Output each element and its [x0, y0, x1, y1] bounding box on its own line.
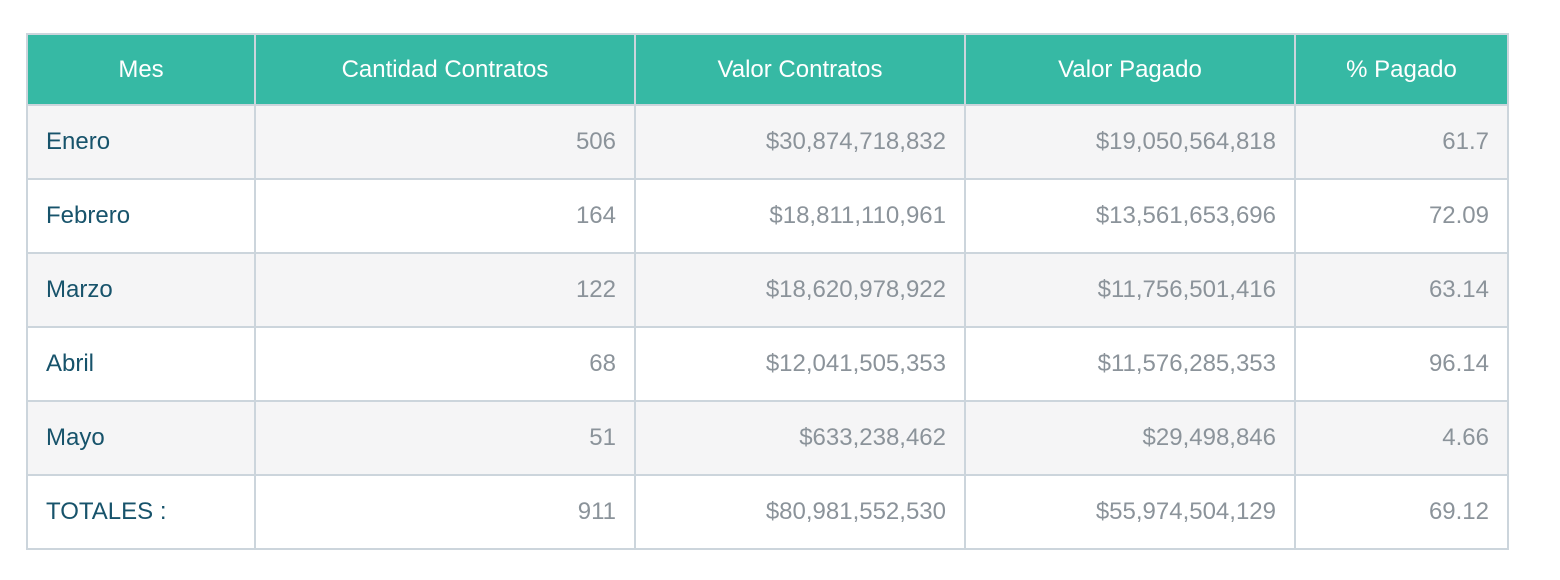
value-cell: 164 — [254, 178, 636, 254]
value-cell: 122 — [254, 252, 636, 328]
value-cell: $29,498,846 — [964, 400, 1296, 476]
month-cell: Febrero — [26, 178, 256, 254]
value-cell: 72.09 — [1294, 178, 1509, 254]
value-cell: $11,756,501,416 — [964, 252, 1296, 328]
value-cell: $13,561,653,696 — [964, 178, 1296, 254]
table-row: Marzo 122 $18,620,978,922 $11,756,501,416 63… — [26, 252, 1509, 328]
value-cell: 63.14 — [1294, 252, 1509, 328]
value-cell: 69.12 — [1294, 474, 1509, 550]
column-header-valor-pagado: Valor Pagado — [964, 33, 1296, 106]
value-cell: $30,874,718,832 — [634, 104, 966, 180]
value-cell: 51 — [254, 400, 636, 476]
month-cell: Mayo — [26, 400, 256, 476]
table-row: Abril 68 $12,041,505,353 $11,576,285,353 96.… — [26, 326, 1509, 402]
table-row: Enero 506 $30,874,718,832 $19,050,564,818 61… — [26, 104, 1509, 180]
contracts-table-container: Mes Cantidad Contratos Valor Contratos V… — [26, 33, 1509, 550]
value-cell: $19,050,564,818 — [964, 104, 1296, 180]
column-header-mes: Mes — [26, 33, 256, 106]
value-cell: 96.14 — [1294, 326, 1509, 402]
value-cell: $80,981,552,530 — [634, 474, 966, 550]
value-cell: $633,238,462 — [634, 400, 966, 476]
table-body: Enero 506 $30,874,718,832 $19,050,564,818 61… — [26, 104, 1509, 550]
value-cell: 61.7 — [1294, 104, 1509, 180]
table-row: Febrero 164 $18,811,110,961 $13,561,653,696… — [26, 178, 1509, 254]
month-cell: Enero — [26, 104, 256, 180]
column-header-pct-pagado: % Pagado — [1294, 33, 1509, 106]
month-cell: TOTALES : — [26, 474, 256, 550]
month-cell: Marzo — [26, 252, 256, 328]
value-cell: $55,974,504,129 — [964, 474, 1296, 550]
value-cell: $18,620,978,922 — [634, 252, 966, 328]
table-header: Mes Cantidad Contratos Valor Contratos V… — [26, 33, 1509, 106]
column-header-valor-contratos: Valor Contratos — [634, 33, 966, 106]
contracts-table: Mes Cantidad Contratos Valor Contratos V… — [26, 33, 1509, 550]
value-cell: $18,811,110,961 — [634, 178, 966, 254]
month-cell: Abril — [26, 326, 256, 402]
value-cell: 506 — [254, 104, 636, 180]
header-row: Mes Cantidad Contratos Valor Contratos V… — [26, 33, 1509, 106]
totals-row: TOTALES :911 $80,981,552,530 $55,974,504,1… — [26, 474, 1509, 550]
column-header-cantidad-contratos: Cantidad Contratos — [254, 33, 636, 106]
value-cell: 911 — [254, 474, 636, 550]
value-cell: $11,576,285,353 — [964, 326, 1296, 402]
value-cell: 68 — [254, 326, 636, 402]
table-row: Mayo 51 $633,238,462 $29,498,846 4.66 — [26, 400, 1509, 476]
value-cell: $12,041,505,353 — [634, 326, 966, 402]
value-cell: 4.66 — [1294, 400, 1509, 476]
